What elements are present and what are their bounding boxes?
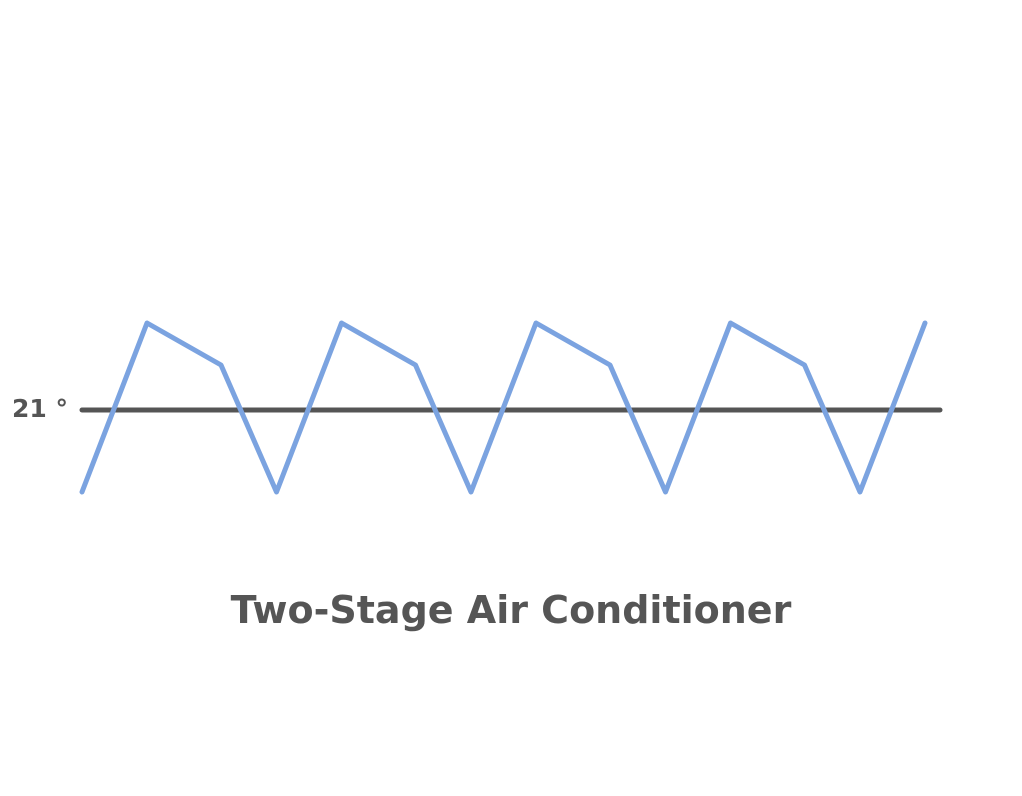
- temperature-line: [79, 320, 928, 495]
- setpoint-label: 21 °: [12, 394, 68, 423]
- diagram-title: Two-Stage Air Conditioner: [230, 588, 792, 632]
- temperature-wave: [79, 320, 928, 495]
